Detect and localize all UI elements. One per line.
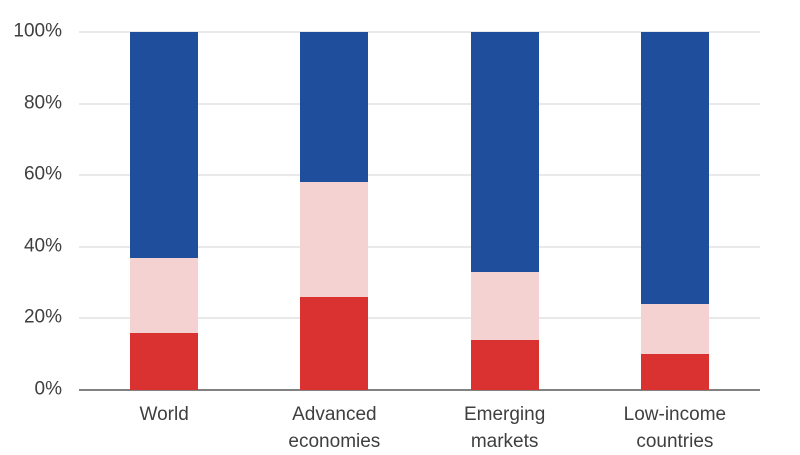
y-tick-label-60: 60% [23, 163, 62, 185]
plot-area [79, 31, 760, 391]
y-gridline-40 [79, 245, 760, 248]
red-segment-emerging-markets [470, 339, 539, 390]
pink-segment-emerging-markets [470, 271, 539, 340]
red-segment-low-income-countries [640, 354, 709, 390]
x-category-label-advanced-economies: Advanced economies [288, 404, 381, 452]
pink-segment-world [130, 257, 199, 333]
y-tick-label-40: 40% [23, 235, 62, 257]
y-gridline-80 [79, 102, 760, 105]
y-tick-label-20: 20% [23, 306, 62, 328]
pink-segment-advanced-economies [300, 182, 369, 297]
x-category-label-emerging-markets: Emerging markets [463, 404, 546, 452]
y-tick-label-0: 0% [34, 378, 62, 400]
blue-segment-emerging-markets [470, 32, 539, 272]
y-gridline-20 [79, 317, 760, 320]
blue-segment-low-income-countries [640, 32, 709, 305]
y-gridline-60 [79, 174, 760, 177]
x-axis-line [79, 389, 760, 391]
red-segment-advanced-economies [300, 296, 369, 390]
bar-advanced-economies [300, 32, 369, 390]
y-tick-label-100: 100% [13, 20, 62, 42]
bar-low-income-countries [640, 32, 709, 390]
bar-world [130, 32, 199, 390]
blue-segment-world [130, 32, 199, 258]
red-segment-world [130, 332, 199, 390]
blue-segment-advanced-economies [300, 32, 369, 183]
x-category-label-low-income-countries: Low-income countries [623, 404, 727, 452]
bar-emerging-markets [470, 32, 539, 390]
x-category-label-world: World [139, 404, 189, 425]
y-tick-label-80: 80% [23, 92, 62, 114]
pink-segment-low-income-countries [640, 304, 709, 355]
y-gridline-100 [79, 31, 760, 33]
